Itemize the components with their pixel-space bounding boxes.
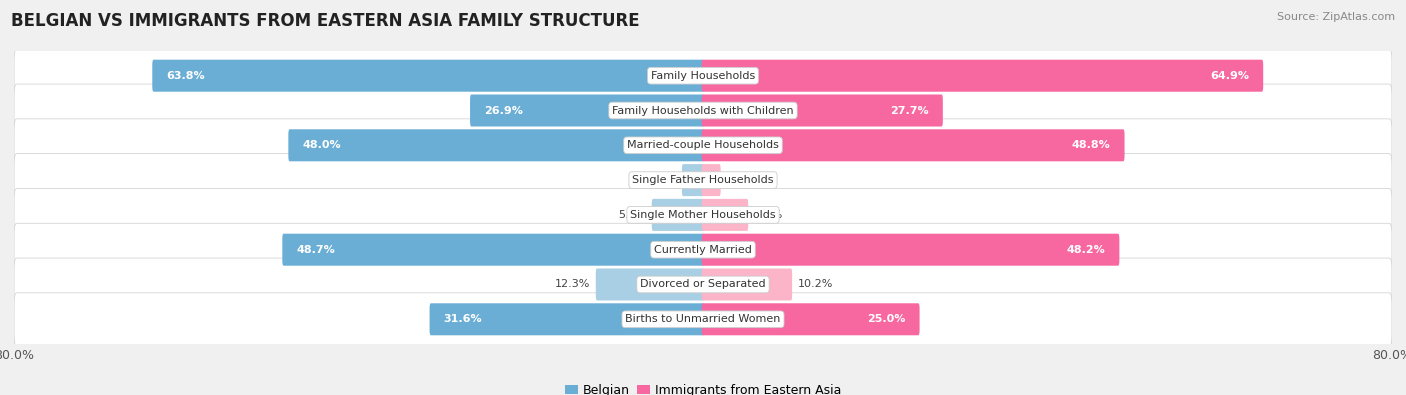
Text: 63.8%: 63.8% bbox=[166, 71, 205, 81]
FancyBboxPatch shape bbox=[14, 223, 1392, 276]
FancyBboxPatch shape bbox=[702, 234, 1119, 266]
FancyBboxPatch shape bbox=[702, 199, 748, 231]
FancyBboxPatch shape bbox=[702, 303, 920, 335]
Text: Births to Unmarried Women: Births to Unmarried Women bbox=[626, 314, 780, 324]
Text: 2.3%: 2.3% bbox=[648, 175, 676, 185]
Text: 48.7%: 48.7% bbox=[297, 245, 335, 255]
FancyBboxPatch shape bbox=[14, 84, 1392, 137]
FancyBboxPatch shape bbox=[14, 154, 1392, 207]
FancyBboxPatch shape bbox=[14, 293, 1392, 346]
FancyBboxPatch shape bbox=[702, 94, 943, 126]
Text: 26.9%: 26.9% bbox=[484, 105, 523, 115]
FancyBboxPatch shape bbox=[14, 188, 1392, 241]
Text: Source: ZipAtlas.com: Source: ZipAtlas.com bbox=[1277, 12, 1395, 22]
Text: 27.7%: 27.7% bbox=[890, 105, 928, 115]
FancyBboxPatch shape bbox=[152, 60, 704, 92]
Text: Divorced or Separated: Divorced or Separated bbox=[640, 280, 766, 290]
Text: 5.8%: 5.8% bbox=[617, 210, 647, 220]
FancyBboxPatch shape bbox=[14, 49, 1392, 102]
FancyBboxPatch shape bbox=[470, 94, 704, 126]
Text: 25.0%: 25.0% bbox=[868, 314, 905, 324]
FancyBboxPatch shape bbox=[682, 164, 704, 196]
Text: Married-couple Households: Married-couple Households bbox=[627, 140, 779, 150]
Text: Currently Married: Currently Married bbox=[654, 245, 752, 255]
Text: 48.8%: 48.8% bbox=[1071, 140, 1111, 150]
FancyBboxPatch shape bbox=[14, 258, 1392, 311]
Text: 64.9%: 64.9% bbox=[1211, 71, 1249, 81]
Legend: Belgian, Immigrants from Eastern Asia: Belgian, Immigrants from Eastern Asia bbox=[560, 379, 846, 395]
Text: 12.3%: 12.3% bbox=[555, 280, 591, 290]
Text: Family Households with Children: Family Households with Children bbox=[612, 105, 794, 115]
Text: 5.1%: 5.1% bbox=[754, 210, 782, 220]
FancyBboxPatch shape bbox=[702, 269, 792, 301]
Text: 10.2%: 10.2% bbox=[797, 280, 834, 290]
Text: 31.6%: 31.6% bbox=[444, 314, 482, 324]
FancyBboxPatch shape bbox=[702, 129, 1125, 161]
FancyBboxPatch shape bbox=[14, 119, 1392, 172]
Text: Family Households: Family Households bbox=[651, 71, 755, 81]
FancyBboxPatch shape bbox=[288, 129, 704, 161]
Text: 48.2%: 48.2% bbox=[1066, 245, 1105, 255]
FancyBboxPatch shape bbox=[652, 199, 704, 231]
Text: Single Father Households: Single Father Households bbox=[633, 175, 773, 185]
Text: BELGIAN VS IMMIGRANTS FROM EASTERN ASIA FAMILY STRUCTURE: BELGIAN VS IMMIGRANTS FROM EASTERN ASIA … bbox=[11, 12, 640, 30]
Text: 1.9%: 1.9% bbox=[727, 175, 755, 185]
FancyBboxPatch shape bbox=[430, 303, 704, 335]
FancyBboxPatch shape bbox=[283, 234, 704, 266]
Text: 48.0%: 48.0% bbox=[302, 140, 342, 150]
FancyBboxPatch shape bbox=[702, 164, 721, 196]
Text: Single Mother Households: Single Mother Households bbox=[630, 210, 776, 220]
FancyBboxPatch shape bbox=[702, 60, 1263, 92]
FancyBboxPatch shape bbox=[596, 269, 704, 301]
